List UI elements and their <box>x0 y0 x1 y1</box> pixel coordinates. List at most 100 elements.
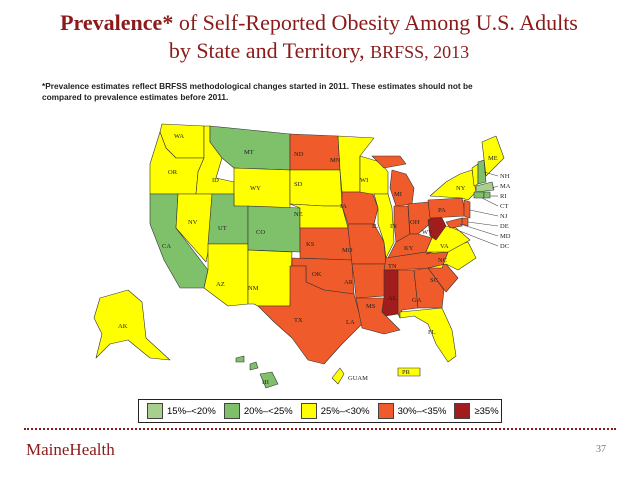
label-nd: ND <box>294 151 304 158</box>
title-line2-b: BRFSS, 2013 <box>370 42 470 62</box>
legend-swatch-1 <box>147 403 163 419</box>
label-ar: AR <box>344 279 354 286</box>
state-mi-up[interactable] <box>371 155 407 169</box>
legend-label-5: ≥35% <box>474 405 499 417</box>
footnote-line1: *Prevalence estimates reflect BRFSS meth… <box>42 81 473 91</box>
state-ct[interactable] <box>473 191 485 199</box>
legend-swatch-2 <box>223 403 240 419</box>
title-prevalence: Prevalence* <box>60 10 174 35</box>
label-nj: NJ <box>500 213 508 220</box>
label-ms: MS <box>366 303 376 310</box>
us-obesity-map: WA OR CA ID NV MT WY UT AZ CO NM ND SD N… <box>93 123 511 389</box>
state-nj[interactable] <box>463 199 471 219</box>
label-ri: RI <box>500 193 507 200</box>
state-ms[interactable] <box>381 269 399 317</box>
label-az: AZ <box>216 281 225 288</box>
state-me[interactable] <box>481 135 505 177</box>
state-fl[interactable] <box>399 307 457 363</box>
label-or: OR <box>168 169 178 176</box>
legend-label-3: 25%–<30% <box>320 405 370 417</box>
state-wy[interactable] <box>233 167 291 209</box>
label-pr: PR <box>402 369 411 376</box>
label-al: AL <box>388 295 397 302</box>
state-pa[interactable] <box>427 197 467 219</box>
callout-md <box>459 223 499 237</box>
label-mi: MI <box>394 191 402 198</box>
title-line2-a: by State and Territory, <box>168 38 371 63</box>
state-hi-3[interactable] <box>259 371 279 389</box>
callout-nh <box>483 171 499 177</box>
label-mt: MT <box>244 149 254 156</box>
state-ga[interactable] <box>413 267 445 309</box>
page-title-line1: Prevalence* of Self-Reported Obesity Amo… <box>0 10 638 36</box>
legend-item-1: 15%–<20% <box>147 403 216 419</box>
state-ar[interactable] <box>351 263 387 299</box>
label-ca: CA <box>162 243 171 250</box>
legend-swatch-5 <box>454 403 471 419</box>
label-ne: NE <box>294 211 303 218</box>
state-nh[interactable] <box>477 159 487 185</box>
state-sd[interactable] <box>289 169 343 207</box>
label-sd: SD <box>294 181 303 188</box>
state-nm[interactable] <box>247 249 293 307</box>
legend-swatch-4 <box>377 403 394 419</box>
callout-ct <box>481 197 499 207</box>
state-nc[interactable] <box>425 241 477 271</box>
state-ia[interactable] <box>341 191 379 225</box>
label-pa: PA <box>438 207 446 214</box>
state-mi[interactable] <box>389 169 415 207</box>
state-az[interactable] <box>203 243 249 307</box>
callout-nj <box>469 209 499 217</box>
territory-guam[interactable] <box>331 367 345 385</box>
label-va: VA <box>440 243 449 250</box>
footer-divider <box>24 428 616 430</box>
callout-de <box>467 221 499 227</box>
label-nc: NC <box>438 257 447 264</box>
state-tx[interactable] <box>257 265 363 365</box>
state-ri[interactable] <box>483 191 491 199</box>
label-il: IL <box>372 223 378 230</box>
label-la: LA <box>346 319 355 326</box>
label-tx: TX <box>294 317 303 324</box>
legend-swatch-3 <box>300 403 317 419</box>
label-wy: WY <box>250 185 261 192</box>
state-ma[interactable] <box>475 181 495 193</box>
legend-item-5: ≥35% <box>454 403 499 419</box>
label-me: ME <box>488 155 498 162</box>
label-ma: MA <box>500 183 511 190</box>
label-mo: MO <box>342 247 353 254</box>
label-ok: OK <box>312 271 322 278</box>
page-number: 37 <box>596 444 606 455</box>
state-md[interactable] <box>445 217 463 229</box>
brand-logo-text: MaineHealth <box>26 440 115 459</box>
label-ks: KS <box>306 241 315 248</box>
footnote: *Prevalence estimates reflect BRFSS meth… <box>42 81 602 103</box>
state-nv[interactable] <box>175 193 213 263</box>
territory-pr[interactable] <box>397 367 421 377</box>
state-hi-2[interactable] <box>249 361 259 371</box>
label-ct: CT <box>500 203 508 210</box>
label-tn: TN <box>388 263 397 270</box>
label-nm: NM <box>248 285 259 292</box>
state-ny[interactable] <box>429 169 477 201</box>
label-oh: OH <box>410 219 420 226</box>
label-nv: NV <box>188 219 198 226</box>
legend-item-3: 25%–<30% <box>300 403 370 419</box>
state-ak[interactable] <box>93 289 171 361</box>
label-ak: AK <box>118 323 128 330</box>
state-oh[interactable] <box>407 201 433 235</box>
footnote-line2: compared to prevalence estimates before … <box>42 92 229 102</box>
label-sc: SC <box>430 277 438 284</box>
label-wa: WA <box>174 133 184 140</box>
label-md: MD <box>500 233 511 240</box>
callout-ma <box>491 185 499 189</box>
state-mt[interactable] <box>209 125 291 171</box>
label-mn: MN <box>330 157 341 164</box>
callout-dc <box>451 227 499 247</box>
state-hi-1[interactable] <box>235 355 245 363</box>
label-co: CO <box>256 229 265 236</box>
label-ia: IA <box>340 203 347 210</box>
title-rest: of Self-Reported Obesity Among U.S. Adul… <box>173 10 578 35</box>
label-in: IN <box>390 223 397 230</box>
legend-label-4: 30%–<35% <box>397 405 447 417</box>
